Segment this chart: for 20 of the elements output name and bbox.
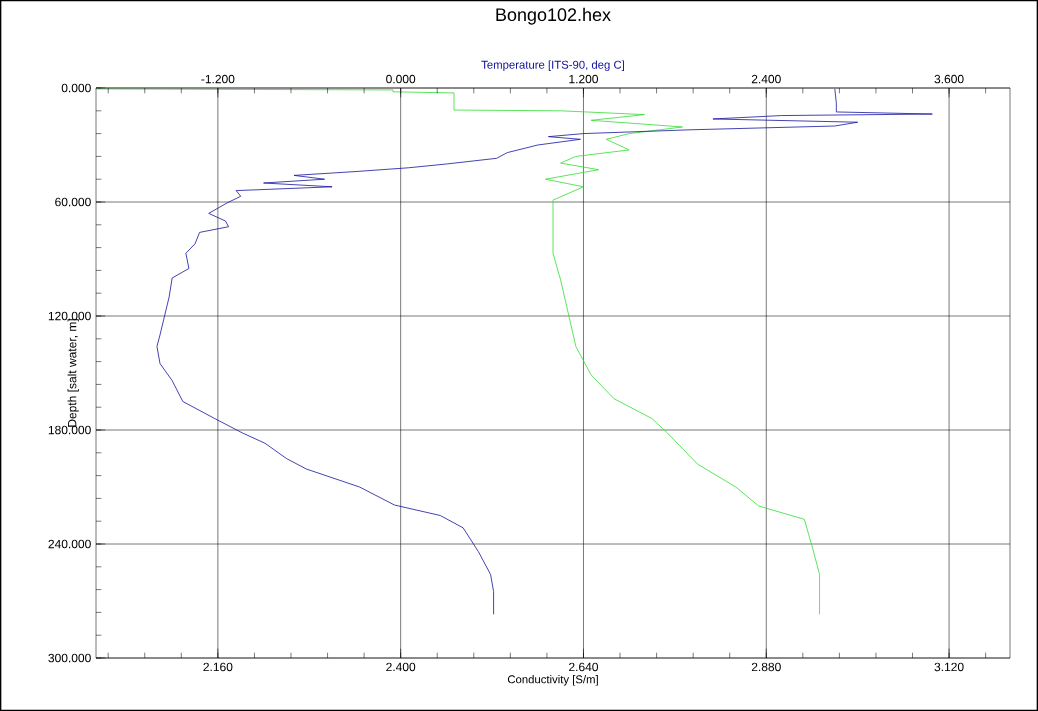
y-tick-label: 60.000 <box>55 197 91 207</box>
x2-tick-label: 1.200 <box>569 74 599 84</box>
x2-tick-label: -1.200 <box>201 74 235 84</box>
x2-axis-title: Temperature [ITS-90, deg C] <box>481 60 624 71</box>
x-tick-label: 2.880 <box>751 662 781 672</box>
x-tick-label: 2.400 <box>386 662 416 672</box>
y-tick-label: 300.000 <box>48 653 91 663</box>
y-axis-title: Depth [salt water, m] <box>67 319 79 427</box>
x-tick-label: 2.160 <box>203 662 233 672</box>
x2-tick-label: 0.000 <box>386 74 416 84</box>
y-tick-label: 120.000 <box>48 311 91 321</box>
y-tick-label: 240.000 <box>48 539 91 549</box>
x2-tick-label: 3.600 <box>934 74 964 84</box>
chart-title: Bongo102.hex <box>496 7 611 25</box>
x-tick-label: 3.120 <box>934 662 964 672</box>
x2-tick-label: 2.400 <box>751 74 781 84</box>
x-tick-label: 2.640 <box>569 662 599 672</box>
y-tick-label: 0.000 <box>61 83 91 93</box>
y-tick-label: 180.000 <box>48 425 91 435</box>
x-axis-title: Conductivity [S/m] <box>507 675 598 686</box>
